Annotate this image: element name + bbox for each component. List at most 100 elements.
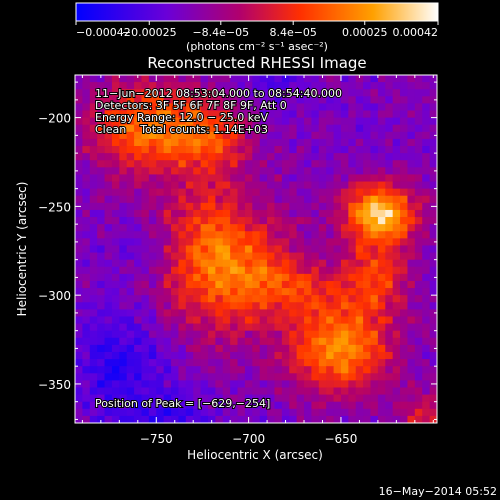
heatmap-cell	[326, 110, 334, 119]
heatmap-cell	[148, 245, 157, 253]
heatmap-cell	[385, 167, 394, 175]
heatmap-cell	[215, 110, 224, 119]
heatmap-cell	[244, 202, 253, 211]
heatmap-cell	[429, 316, 438, 324]
heatmap-cell	[407, 82, 416, 90]
heatmap-cell	[163, 359, 172, 367]
heatmap-cell	[400, 124, 408, 133]
heatmap-cell	[141, 231, 150, 239]
heatmap-cell	[134, 217, 142, 225]
heatmap-cell	[237, 295, 246, 303]
heatmap-cell	[304, 415, 312, 424]
heatmap-cell	[318, 415, 327, 424]
heatmap-cell	[414, 380, 423, 388]
heatmap-cell	[126, 188, 135, 197]
heatmap-cell	[281, 174, 290, 182]
heatmap-cell	[237, 394, 246, 403]
heatmap-cell	[333, 259, 342, 268]
heatmap-cell	[230, 124, 238, 133]
heatmap-cell	[340, 394, 349, 403]
heatmap-cell	[407, 401, 416, 410]
heatmap-cell	[348, 252, 357, 261]
heatmap-cell	[237, 146, 246, 154]
heatmap-cell	[429, 174, 438, 182]
heatmap-cell	[97, 259, 105, 268]
heatmap-cell	[119, 238, 128, 246]
heatmap-cell	[156, 238, 165, 246]
heatmap-cell	[252, 231, 261, 239]
heatmap-cell	[289, 330, 298, 339]
heatmap-cell	[252, 188, 261, 197]
heatmap-cell	[89, 174, 98, 182]
heatmap-cell	[429, 337, 438, 346]
heatmap-cell	[200, 295, 209, 303]
heatmap-cell	[281, 110, 290, 119]
heatmap-cell	[289, 110, 298, 119]
heatmap-cell	[274, 252, 283, 261]
heatmap-cell	[215, 366, 224, 374]
heatmap-cell	[355, 280, 364, 289]
heatmap-cell	[370, 75, 379, 83]
heatmap-cell	[355, 160, 364, 168]
heatmap-cell	[178, 174, 187, 182]
heatmap-cell	[185, 238, 194, 246]
heatmap-cell	[289, 181, 298, 190]
heatmap-cell	[311, 110, 320, 119]
heatmap-cell	[289, 380, 298, 388]
heatmap-cell	[289, 273, 298, 282]
heatmap-cell	[156, 96, 165, 104]
heatmap-cell	[281, 103, 290, 111]
heatmap-cell	[429, 309, 438, 317]
heatmap-cell	[222, 131, 231, 140]
heatmap-cell	[75, 401, 83, 410]
heatmap-cell	[400, 408, 408, 417]
heatmap-cell	[252, 174, 261, 182]
heatmap-cell	[304, 110, 312, 119]
heatmap-cell	[414, 387, 423, 395]
heatmap-cell	[281, 323, 290, 332]
heatmap-cell	[171, 373, 179, 381]
heatmap-cell	[348, 138, 357, 147]
heatmap-cell	[340, 160, 349, 168]
heatmap-cell	[178, 359, 187, 367]
heatmap-cell	[363, 259, 371, 268]
heatmap-cell	[222, 195, 231, 204]
heatmap-cell	[215, 373, 224, 381]
heatmap-cell	[267, 380, 275, 388]
heatmap-cell	[348, 288, 357, 296]
heatmap-cell	[429, 96, 438, 104]
heatmap-cell	[75, 117, 83, 126]
heatmap-cell	[400, 167, 408, 175]
heatmap-cell	[274, 209, 283, 218]
heatmap-cell	[311, 209, 320, 218]
heatmap-cell	[207, 75, 216, 83]
heatmap-cell	[237, 273, 246, 282]
heatmap-cell	[141, 280, 150, 289]
heatmap-cell	[222, 373, 231, 381]
heatmap-cell	[119, 359, 128, 367]
heatmap-cell	[296, 323, 305, 332]
heatmap-cell	[193, 273, 201, 282]
heatmap-cell	[185, 167, 194, 175]
heatmap-cell	[111, 366, 120, 374]
heatmap-cell	[244, 124, 253, 133]
heatmap-cell	[377, 330, 386, 339]
heatmap-cell	[185, 351, 194, 360]
heatmap-cell	[171, 323, 179, 332]
heatmap-cell	[281, 394, 290, 403]
heatmap-cell	[193, 245, 201, 253]
heatmap-cell	[82, 82, 91, 90]
heatmap-cell	[392, 167, 401, 175]
heatmap-cell	[267, 351, 275, 360]
heatmap-cell	[296, 387, 305, 395]
heatmap-cell	[274, 288, 283, 296]
heatmap-cell	[141, 316, 150, 324]
heatmap-cell	[178, 103, 187, 111]
heatmap-cell	[89, 302, 98, 310]
heatmap-cell	[148, 408, 157, 417]
heatmap-cell	[244, 302, 253, 310]
heatmap-cell	[385, 359, 394, 367]
heatmap-cell	[370, 252, 379, 261]
heatmap-cell	[185, 181, 194, 190]
heatmap-cell	[400, 366, 408, 374]
